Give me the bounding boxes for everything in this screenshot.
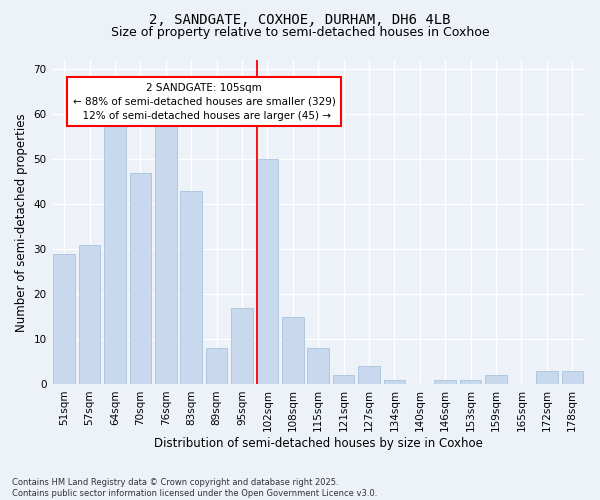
Bar xyxy=(282,317,304,384)
Bar xyxy=(206,348,227,384)
Bar xyxy=(130,172,151,384)
Text: Contains HM Land Registry data © Crown copyright and database right 2025.
Contai: Contains HM Land Registry data © Crown c… xyxy=(12,478,377,498)
X-axis label: Distribution of semi-detached houses by size in Coxhoe: Distribution of semi-detached houses by … xyxy=(154,437,483,450)
Bar xyxy=(307,348,329,384)
Bar xyxy=(181,190,202,384)
Bar xyxy=(434,380,456,384)
Bar xyxy=(257,159,278,384)
Bar xyxy=(383,380,405,384)
Text: 2, SANDGATE, COXHOE, DURHAM, DH6 4LB: 2, SANDGATE, COXHOE, DURHAM, DH6 4LB xyxy=(149,12,451,26)
Bar xyxy=(53,254,75,384)
Bar xyxy=(155,123,176,384)
Text: Size of property relative to semi-detached houses in Coxhoe: Size of property relative to semi-detach… xyxy=(110,26,490,39)
Y-axis label: Number of semi-detached properties: Number of semi-detached properties xyxy=(15,113,28,332)
Bar xyxy=(231,308,253,384)
Bar xyxy=(79,245,100,384)
Bar xyxy=(104,123,126,384)
Bar xyxy=(536,371,557,384)
Bar xyxy=(485,376,507,384)
Bar xyxy=(460,380,481,384)
Bar xyxy=(333,376,355,384)
Bar xyxy=(562,371,583,384)
Text: 2 SANDGATE: 105sqm
← 88% of semi-detached houses are smaller (329)
  12% of semi: 2 SANDGATE: 105sqm ← 88% of semi-detache… xyxy=(73,82,335,120)
Bar xyxy=(358,366,380,384)
